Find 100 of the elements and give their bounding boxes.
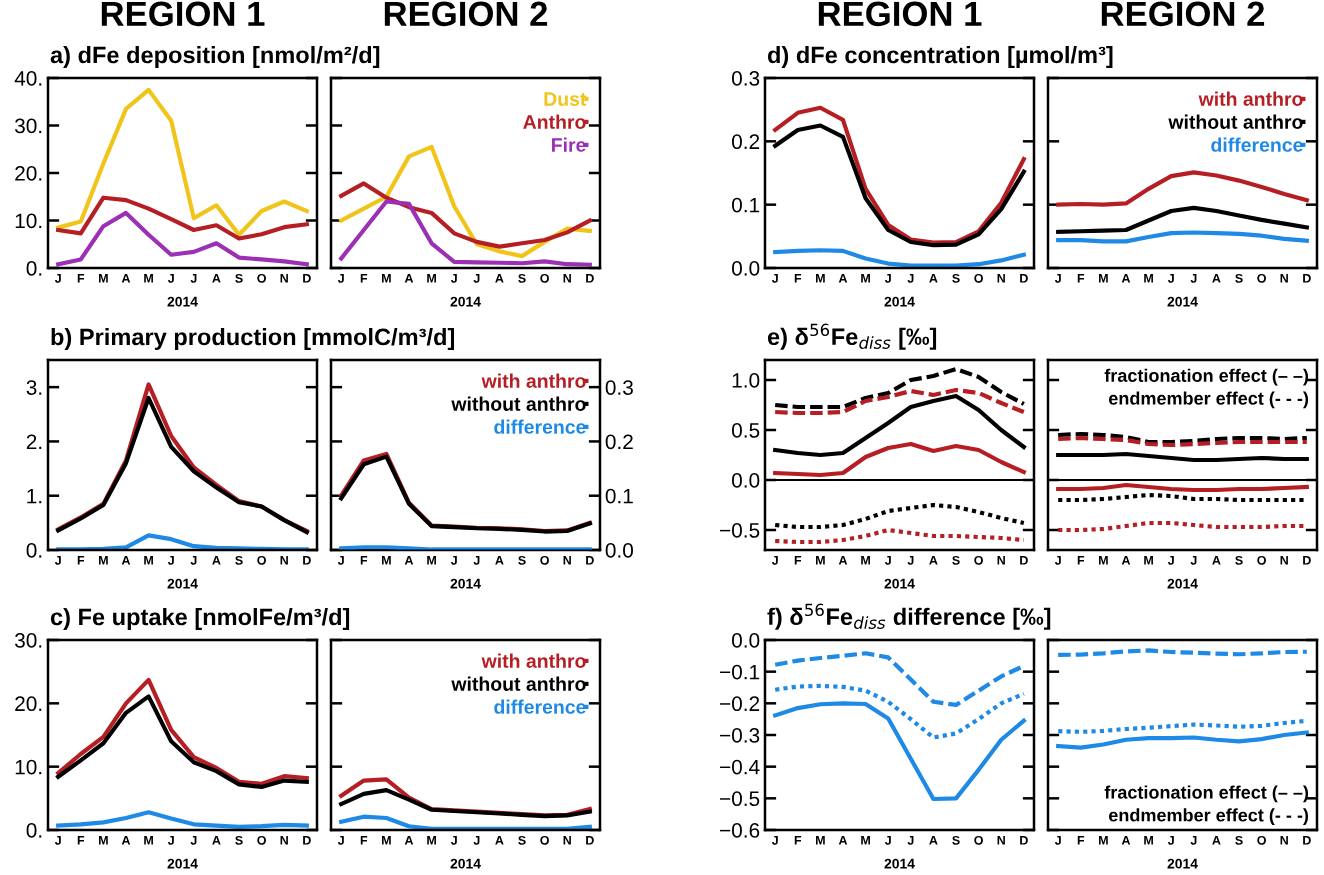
x-tick-label: A xyxy=(404,556,414,565)
x-axis-title: 2014 xyxy=(1167,578,1198,589)
x-tick-label: O xyxy=(974,555,983,565)
x-tick-label: J xyxy=(337,274,344,283)
chart-subtitle: REGION 2 xyxy=(1101,1,1265,27)
x-tick-label: F xyxy=(360,836,368,845)
x-tick-label: J xyxy=(190,556,197,565)
x-tick-label: S xyxy=(235,555,243,565)
x-tick-label: J xyxy=(771,556,778,565)
x-tick-label: J xyxy=(450,274,457,283)
x-tick-label: A xyxy=(1212,836,1221,845)
legend-label: without anthro xyxy=(1168,114,1303,129)
x-tick-label: N xyxy=(1280,836,1288,845)
x-tick-label: A xyxy=(212,274,221,283)
x-tick-label: J xyxy=(473,836,480,845)
x-tick-label: D xyxy=(303,556,311,565)
x-tick-label: A xyxy=(212,836,221,845)
x-tick-label: O xyxy=(1257,273,1266,283)
annotation: endmember effect (- - -) xyxy=(1109,808,1309,826)
x-tick-label: S xyxy=(1235,555,1243,565)
annotation: fractionation effect (– –) xyxy=(1104,785,1309,803)
x-tick-label: J xyxy=(473,556,480,565)
x-tick-label: M xyxy=(427,836,436,845)
legend-label: difference xyxy=(494,419,586,434)
x-axis-title: 2014 xyxy=(1167,858,1198,869)
x-tick-label: F xyxy=(360,556,368,565)
y-tick-label: −0.5 xyxy=(720,791,760,807)
x-tick-label: J xyxy=(771,274,778,283)
x-axis-title: 2014 xyxy=(1167,296,1198,307)
x-tick-label: O xyxy=(974,273,983,283)
y-tick-label: 3. xyxy=(26,380,42,395)
x-tick-label: J xyxy=(167,274,174,283)
x-tick-label: N xyxy=(997,556,1005,565)
x-tick-label: J xyxy=(884,274,891,283)
x-tick-label: J xyxy=(884,836,891,845)
x-tick-label: A xyxy=(495,556,504,565)
x-tick-label: F xyxy=(77,556,85,565)
y-tick-label: 30. xyxy=(14,118,42,134)
x-tick-label: J xyxy=(907,556,914,565)
x-tick-label: M xyxy=(1099,274,1108,283)
x-tick-label: M xyxy=(427,274,436,283)
x-tick-label: A xyxy=(1212,556,1221,565)
chart-title: a) dFe deposition [nmol/m²/d] xyxy=(50,45,380,68)
y2-tick-label: 0.0 xyxy=(605,543,634,558)
chart-title: b) Primary production [mmolC/m³/d] xyxy=(51,327,455,350)
x-tick-label: S xyxy=(952,835,960,845)
chart-subtitle: REGION 2 xyxy=(384,1,548,27)
legend-label: with anthro xyxy=(1198,91,1303,106)
y2-tick-label: 0.3 xyxy=(605,380,633,395)
y-tick-label: 40. xyxy=(14,71,42,86)
x-tick-label: M xyxy=(1144,836,1153,845)
x-tick-label: M xyxy=(1099,556,1108,565)
x-tick-label: S xyxy=(235,273,243,283)
legend-label: with anthro xyxy=(481,653,586,668)
chart-subtitle: REGION 1 xyxy=(101,1,265,27)
x-tick-label: D xyxy=(303,836,311,845)
x-tick-label: M xyxy=(144,274,153,283)
x-tick-label: N xyxy=(563,836,571,845)
x-tick-label: J xyxy=(450,556,457,565)
x-tick-label: F xyxy=(1077,274,1085,283)
legend-label: difference xyxy=(494,699,586,714)
x-tick-label: A xyxy=(929,836,938,845)
x-tick-label: D xyxy=(586,556,594,565)
x-tick-label: A xyxy=(495,836,504,845)
x-axis-title: 2014 xyxy=(167,578,198,589)
y-tick-label: 0.5 xyxy=(731,423,760,438)
annotation: endmember effect (- - -) xyxy=(1109,391,1309,409)
x-tick-label: J xyxy=(337,836,344,845)
y-tick-label: −0.1 xyxy=(720,664,760,680)
x-tick-label: D xyxy=(586,274,594,283)
x-tick-label: D xyxy=(303,274,311,283)
x-tick-label: M xyxy=(861,556,870,565)
x-axis-title: 2014 xyxy=(450,858,481,869)
y-tick-label: 0.2 xyxy=(731,134,760,150)
x-tick-label: A xyxy=(1121,274,1131,283)
x-tick-label: M xyxy=(816,556,825,565)
x-tick-label: N xyxy=(997,274,1005,283)
x-axis-title: 2014 xyxy=(450,578,481,589)
x-tick-label: J xyxy=(190,274,197,283)
x-tick-label: D xyxy=(1303,274,1311,283)
y-tick-label: 0.3 xyxy=(731,71,760,86)
y-tick-label: 2. xyxy=(26,434,42,449)
x-tick-label: J xyxy=(771,836,778,845)
x-tick-label: O xyxy=(257,835,266,845)
x-tick-label: N xyxy=(997,836,1005,845)
y-tick-label: 0.0 xyxy=(731,473,760,488)
x-tick-label: A xyxy=(838,836,848,845)
y-tick-label: −0.2 xyxy=(720,696,760,712)
chart-title: c) Fe uptake [nmolFe/m³/d] xyxy=(50,607,350,630)
x-tick-label: F xyxy=(794,274,802,283)
x-tick-label: J xyxy=(473,274,480,283)
x-tick-label: S xyxy=(1235,835,1243,845)
x-tick-label: F xyxy=(1077,556,1085,565)
x-tick-label: M xyxy=(382,274,391,283)
x-tick-label: D xyxy=(586,836,594,845)
x-tick-label: F xyxy=(77,274,85,283)
y2-tick-label: 0.2 xyxy=(605,434,633,450)
x-tick-label: J xyxy=(1054,274,1061,283)
y-tick-label: 0.0 xyxy=(731,633,760,648)
legend-label: Anthro xyxy=(523,114,586,129)
